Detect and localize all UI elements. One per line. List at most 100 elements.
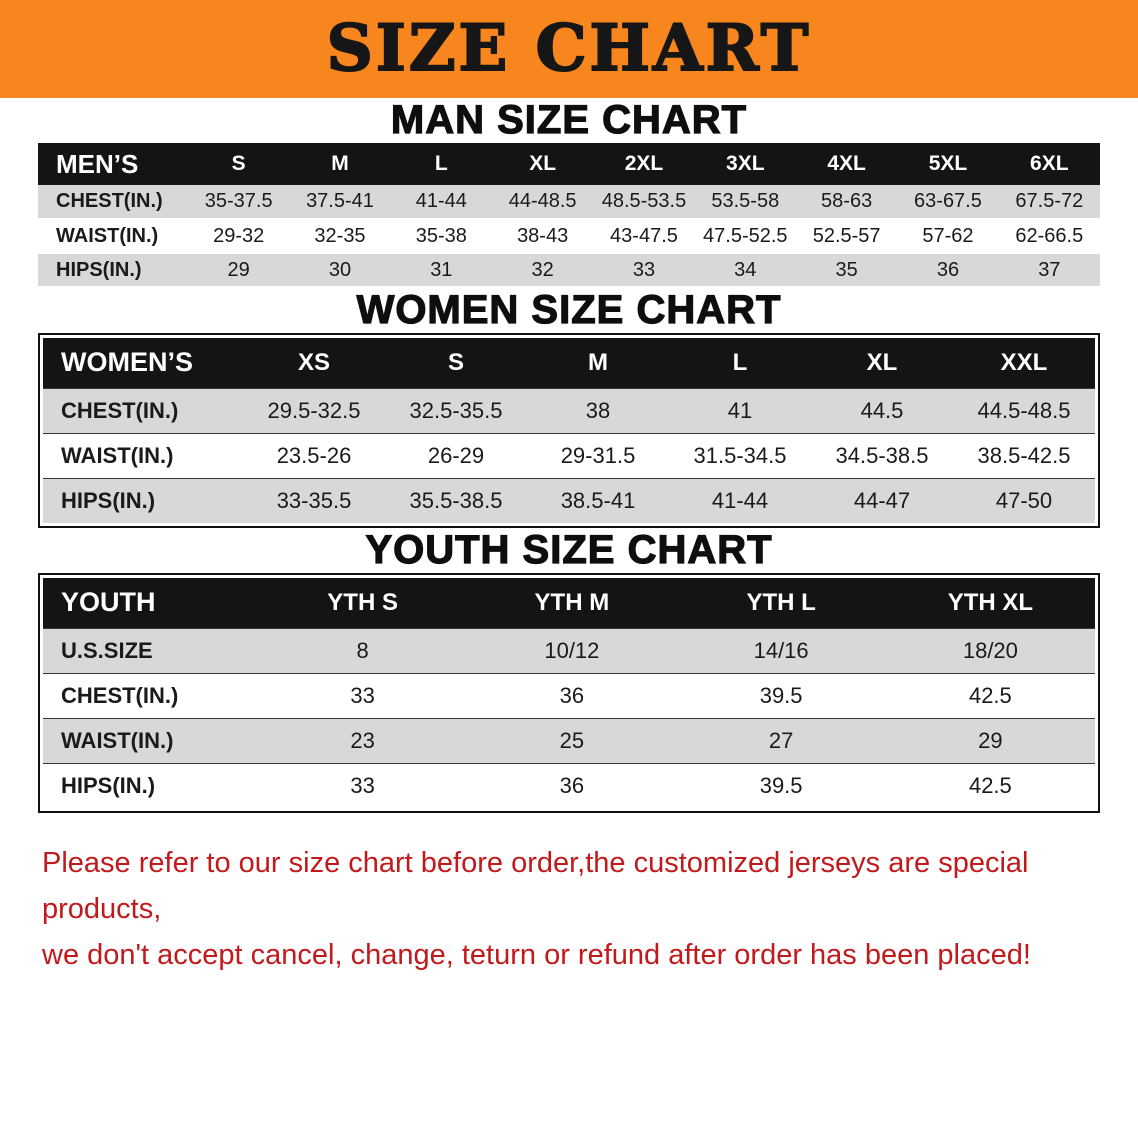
table-header-row: WOMEN’S XS S M L XL XXL — [43, 338, 1095, 388]
size-value-cell: 32.5-35.5 — [385, 387, 527, 433]
size-header-cell: 6XL — [998, 143, 1100, 185]
row-label-cell: CHEST(IN.) — [43, 387, 243, 433]
size-header-cell: 3XL — [694, 143, 796, 185]
size-value-cell: 41-44 — [390, 185, 492, 220]
row-label-cell: WAIST(IN.) — [43, 717, 258, 763]
youth-table-frame: YOUTH YTH S YTH M YTH L YTH XL U.S.SIZE 8 10/12… — [38, 573, 1100, 813]
size-value-cell: 39.5 — [676, 672, 886, 718]
size-header-cell: YTH M — [467, 578, 677, 628]
row-label-cell: CHEST(IN.) — [38, 185, 188, 220]
table-row: HIPS(IN.) 33 36 39.5 42.5 — [43, 762, 1095, 808]
size-value-cell: 53.5-58 — [694, 185, 796, 220]
men-section: MAN SIZE CHART MEN’S S M L XL 2XL 3XL 4XL 5XL 6XL… — [0, 97, 1138, 288]
table-row: WAIST(IN.) 29-32 32-35 35-38 38-43 43-47.5 47.… — [38, 219, 1100, 254]
size-value-cell: 42.5 — [885, 762, 1095, 808]
size-header-cell: 2XL — [593, 143, 695, 185]
youth-size-table: YOUTH YTH S YTH M YTH L YTH XL U.S.SIZE 8 10/12… — [43, 578, 1095, 808]
size-value-cell: 41-44 — [669, 477, 811, 523]
men-table-wrap: MEN’S S M L XL 2XL 3XL 4XL 5XL 6XL CHEST(IN.) 35-37… — [38, 143, 1100, 288]
row-label-cell: HIPS(IN.) — [38, 253, 188, 288]
table-row: WAIST(IN.) 23.5-26 26-29 29-31.5 31.5-34.5 34… — [43, 432, 1095, 478]
size-value-cell: 25 — [467, 717, 677, 763]
size-value-cell: 33 — [593, 253, 695, 288]
size-header-cell: XXL — [953, 338, 1095, 388]
table-row: CHEST(IN.) 35-37.5 37.5-41 41-44 44-48.5 48.5… — [38, 185, 1100, 220]
size-value-cell: 29-32 — [188, 219, 290, 254]
size-value-cell: 41 — [669, 387, 811, 433]
table-row: CHEST(IN.) 33 36 39.5 42.5 — [43, 672, 1095, 718]
size-value-cell: 23.5-26 — [243, 432, 385, 478]
women-table-frame: WOMEN’S XS S M L XL XXL CHEST(IN.) 29.5-32.5 32.5… — [38, 333, 1100, 528]
size-value-cell: 44-47 — [811, 477, 953, 523]
size-value-cell: 38.5-41 — [527, 477, 669, 523]
size-value-cell: 38-43 — [491, 219, 594, 254]
size-value-cell: 36 — [467, 762, 677, 808]
size-header-cell: 4XL — [795, 143, 898, 185]
size-value-cell: 35.5-38.5 — [385, 477, 527, 523]
size-value-cell: 33 — [258, 672, 468, 718]
men-size-table: MEN’S S M L XL 2XL 3XL 4XL 5XL 6XL CHEST(IN.) 35-37… — [38, 143, 1100, 288]
size-value-cell: 29 — [885, 717, 1095, 763]
row-label-cell: HIPS(IN.) — [43, 762, 258, 808]
size-value-cell: 32 — [491, 253, 594, 288]
table-header-row: YOUTH YTH S YTH M YTH L YTH XL — [43, 578, 1095, 628]
size-value-cell: 35-38 — [390, 219, 492, 254]
size-value-cell: 52.5-57 — [795, 219, 898, 254]
row-label-cell: HIPS(IN.) — [43, 477, 243, 523]
table-row: CHEST(IN.) 29.5-32.5 32.5-35.5 38 41 44.5 44.5… — [43, 387, 1095, 433]
size-value-cell: 29 — [188, 253, 290, 288]
size-value-cell: 44-48.5 — [491, 185, 594, 220]
size-header-cell: S — [188, 143, 290, 185]
size-value-cell: 29.5-32.5 — [243, 387, 385, 433]
size-value-cell: 35 — [795, 253, 898, 288]
women-size-table: WOMEN’S XS S M L XL XXL CHEST(IN.) 29.5-32.5 32.5… — [43, 338, 1095, 523]
size-header-cell: M — [289, 143, 391, 185]
row-label-cell: U.S.SIZE — [43, 627, 258, 673]
size-value-cell: 48.5-53.5 — [593, 185, 695, 220]
size-value-cell: 33-35.5 — [243, 477, 385, 523]
size-value-cell: 34.5-38.5 — [811, 432, 953, 478]
size-value-cell: 33 — [258, 762, 468, 808]
row-label-cell: CHEST(IN.) — [43, 672, 258, 718]
size-value-cell: 8 — [258, 627, 468, 673]
size-value-cell: 23 — [258, 717, 468, 763]
disclaimer-note: Please refer to our size chart before or… — [42, 841, 1096, 978]
size-value-cell: 58-63 — [795, 185, 898, 220]
size-value-cell: 42.5 — [885, 672, 1095, 718]
size-value-cell: 44.5 — [811, 387, 953, 433]
youth-table-wrap: YOUTH YTH S YTH M YTH L YTH XL U.S.SIZE 8 10/12… — [38, 573, 1100, 813]
size-value-cell: 27 — [676, 717, 886, 763]
women-table-wrap: WOMEN’S XS S M L XL XXL CHEST(IN.) 29.5-32.5 32.5… — [38, 333, 1100, 528]
page-title: SIZE CHART — [326, 11, 812, 86]
men-section-heading: MAN SIZE CHART — [390, 97, 748, 142]
table-title-cell: WOMEN’S — [43, 338, 243, 388]
size-value-cell: 36 — [897, 253, 999, 288]
size-value-cell: 26-29 — [385, 432, 527, 478]
women-section-heading: WOMEN SIZE CHART — [356, 287, 782, 332]
row-label-cell: WAIST(IN.) — [38, 219, 188, 254]
table-row: HIPS(IN.) 33-35.5 35.5-38.5 38.5-41 41-44 44-… — [43, 477, 1095, 523]
size-header-cell: XL — [491, 143, 594, 185]
size-header-cell: YTH XL — [885, 578, 1095, 628]
size-value-cell: 35-37.5 — [188, 185, 290, 220]
size-value-cell: 63-67.5 — [897, 185, 999, 220]
size-value-cell: 39.5 — [676, 762, 886, 808]
size-header-cell: YTH S — [258, 578, 468, 628]
size-header-cell: XL — [811, 338, 953, 388]
size-value-cell: 36 — [467, 672, 677, 718]
size-value-cell: 32-35 — [289, 219, 391, 254]
size-header-cell: L — [669, 338, 811, 388]
size-header-cell: M — [527, 338, 669, 388]
size-value-cell: 43-47.5 — [593, 219, 695, 254]
size-value-cell: 38.5-42.5 — [953, 432, 1095, 478]
disclaimer-line-1: Please refer to our size chart before or… — [42, 847, 1029, 925]
table-title-cell: MEN’S — [38, 143, 188, 185]
size-value-cell: 37 — [998, 253, 1100, 288]
size-value-cell: 31.5-34.5 — [669, 432, 811, 478]
size-value-cell: 18/20 — [885, 627, 1095, 673]
size-value-cell: 47.5-52.5 — [694, 219, 796, 254]
disclaimer-line-2: we don't accept cancel, change, teturn o… — [42, 938, 1031, 971]
size-value-cell: 10/12 — [467, 627, 677, 673]
youth-section-heading: YOUTH SIZE CHART — [365, 527, 773, 572]
size-value-cell: 29-31.5 — [527, 432, 669, 478]
